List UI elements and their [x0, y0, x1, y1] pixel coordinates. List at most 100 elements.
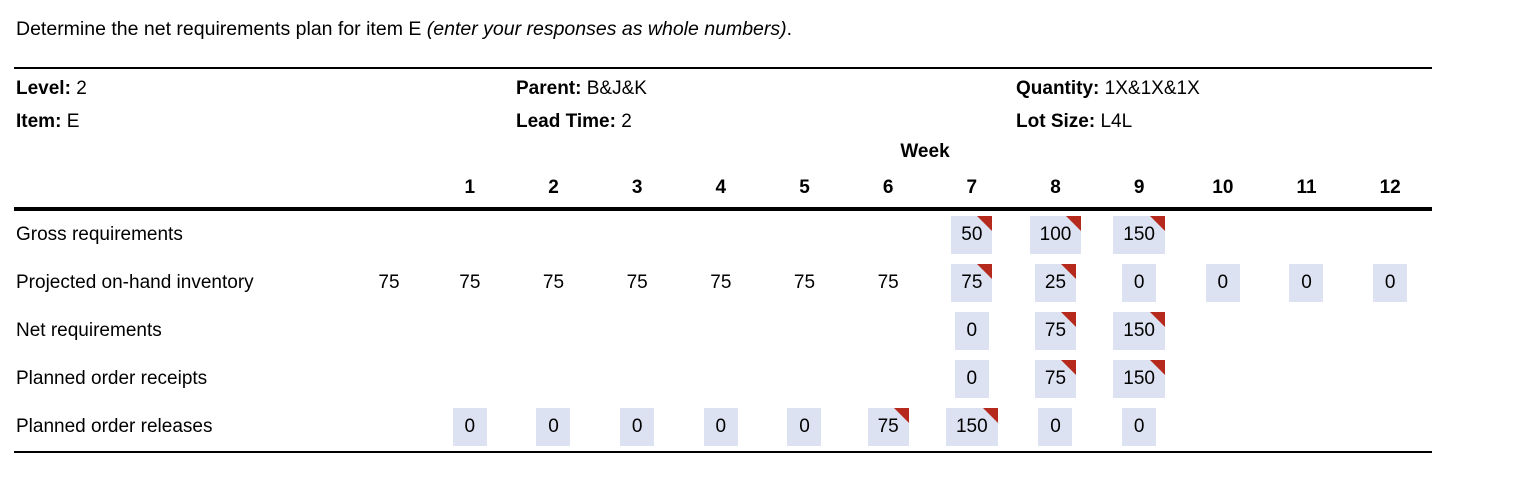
- item-info-header: Level: 2 Parent: B&J&K Quantity: 1X&1X&1…: [14, 69, 1446, 135]
- answer-cell-planned-order-releases-wk2[interactable]: 0: [536, 408, 571, 446]
- answer-cell-planned-order-releases-wk1[interactable]: 0: [452, 408, 487, 446]
- item-info: Item: E: [16, 111, 516, 133]
- col-projected-on-hand-inventory-wk10: 0: [1181, 264, 1265, 302]
- mrp-table-body: Gross requirements 50 100 150 Projected on-h…: [14, 211, 1432, 451]
- lead-time-info: Lead Time: 2: [516, 111, 1016, 133]
- col-projected-on-hand-inventory-wk2: 75: [512, 272, 596, 294]
- col-projected-on-hand-inventory-wk4: 75: [679, 272, 763, 294]
- red-corner-marker-icon: [1061, 312, 1077, 327]
- week-column-header-3: 3: [631, 177, 643, 198]
- row-label-net-requirements: Net requirements: [16, 320, 162, 341]
- row-label-planned-order-receipts: Planned order receipts: [16, 368, 208, 389]
- answer-cell-planned-order-releases-wk9[interactable]: 0: [1122, 408, 1157, 446]
- answer-cell-planned-order-releases-wk7[interactable]: 150: [945, 408, 998, 446]
- item-value: E: [66, 111, 80, 132]
- table-row-planned-order-releases: Planned order releases 0 0 0 0 0 75 150 0 0: [14, 403, 1432, 451]
- red-corner-marker-icon: [982, 408, 998, 423]
- answer-cell-net-requirements-wk7[interactable]: 0: [954, 312, 989, 350]
- week-column-header-9: 9: [1133, 177, 1145, 198]
- col-projected-on-hand-inventory-wk11: 0: [1265, 264, 1349, 302]
- level-info: Level: 2: [16, 78, 516, 100]
- static-value-projected-on-hand-inventory-wk1: 75: [459, 272, 481, 293]
- red-corner-marker-icon: [977, 264, 993, 279]
- problem-statement-instruction: (enter your responses as whole numbers): [426, 18, 787, 40]
- answer-cell-net-requirements-wk8[interactable]: 75: [1034, 312, 1077, 350]
- week-column-header-11: 11: [1296, 177, 1317, 198]
- col-planned-order-releases-wk1: 0: [428, 408, 512, 446]
- problem-statement-period: .: [786, 18, 793, 40]
- parent-label: Parent:: [516, 78, 582, 99]
- week-column-header-5: 5: [799, 177, 810, 198]
- col-planned-order-releases-wk6: 75: [846, 408, 930, 446]
- col-projected-on-hand-inventory-wk9: 0: [1097, 264, 1181, 302]
- parent-value: B&J&K: [586, 78, 647, 99]
- week-column-header-1: 1: [464, 177, 476, 198]
- week-column-header-7: 7: [966, 177, 978, 198]
- static-value-projected-on-hand-inventory-wk2: 75: [542, 272, 565, 293]
- col-net-requirements-wk9: 150: [1097, 312, 1181, 350]
- parent-info: Parent: B&J&K: [516, 78, 1016, 100]
- week-column-header-4: 4: [715, 177, 727, 198]
- answer-cell-planned-order-releases-wk3[interactable]: 0: [620, 408, 655, 446]
- item-label: Item:: [16, 111, 62, 132]
- red-corner-marker-icon: [1061, 264, 1077, 279]
- col-net-requirements-wk8: 75: [1014, 312, 1098, 350]
- red-corner-marker-icon: [1061, 360, 1077, 375]
- static-value-projected-on-hand-inventory-wk5: 75: [793, 272, 816, 293]
- answer-cell-planned-order-receipts-wk8[interactable]: 75: [1034, 360, 1077, 398]
- col-planned-order-releases-wk8: 0: [1014, 408, 1098, 446]
- answer-cell-projected-on-hand-inventory-wk7[interactable]: 75: [951, 264, 993, 302]
- col-gross-requirements-wk7: 50: [930, 216, 1014, 254]
- lead-time-label: Lead Time:: [516, 111, 616, 132]
- answer-cell-projected-on-hand-inventory-wk9[interactable]: 0: [1122, 264, 1157, 302]
- red-corner-marker-icon: [977, 216, 993, 231]
- col-projected-on-hand-inventory-wk6: 75: [846, 272, 930, 294]
- red-corner-marker-icon: [1150, 216, 1165, 231]
- answer-cell-planned-order-receipts-wk9[interactable]: 150: [1113, 360, 1165, 398]
- answer-cell-projected-on-hand-inventory-wk8[interactable]: 25: [1034, 264, 1077, 302]
- mrp-table: Week 1 2 3 4 5 6 7 8 9 10 11 12 Gross requirements 5…: [14, 135, 1432, 453]
- table-header-divider: [14, 207, 1432, 211]
- quantity-label: Quantity:: [1016, 78, 1100, 99]
- static-value-projected-on-hand-inventory-wk4: 75: [710, 272, 732, 293]
- quantity-value: 1X&1X&1X: [1104, 78, 1200, 99]
- top-divider: [14, 67, 1432, 69]
- answer-cell-gross-requirements-wk8[interactable]: 100: [1029, 216, 1082, 254]
- col-net-requirements-wk7: 0: [930, 312, 1014, 350]
- table-row-projected-on-hand-inventory: Projected on-hand inventory 75 75 75 75 75 75 7…: [14, 259, 1432, 307]
- answer-cell-net-requirements-wk9[interactable]: 150: [1113, 312, 1165, 350]
- answer-cell-planned-order-releases-wk5[interactable]: 0: [787, 408, 822, 446]
- table-row-gross-requirements: Gross requirements 50 100 150: [14, 211, 1432, 259]
- col-planned-order-releases-wk3: 0: [595, 408, 679, 446]
- col-projected-on-hand-inventory-wk3: 75: [595, 272, 679, 294]
- problem-statement-text: Determine the net requirements plan for …: [16, 18, 427, 40]
- table-row-net-requirements: Net requirements 0 75 150: [14, 307, 1432, 355]
- col-planned-order-receipts-wk8: 75: [1014, 360, 1098, 398]
- col-planned-order-releases-wk9: 0: [1097, 408, 1181, 446]
- static-value-projected-on-hand-inventory-wk3: 75: [626, 272, 648, 293]
- red-corner-marker-icon: [1150, 312, 1165, 327]
- level-value: 2: [76, 78, 87, 99]
- answer-cell-planned-order-receipts-wk7[interactable]: 0: [954, 360, 989, 398]
- quantity-info: Quantity: 1X&1X&1X: [1016, 78, 1434, 100]
- answer-cell-gross-requirements-wk9[interactable]: 150: [1113, 216, 1165, 254]
- week-column-header-6: 6: [882, 177, 894, 198]
- week-column-header-10: 10: [1212, 177, 1234, 198]
- answer-cell-planned-order-releases-wk4[interactable]: 0: [703, 408, 738, 446]
- row-label-planned-order-releases: Planned order releases: [16, 416, 213, 437]
- row-label-projected-on-hand-inventory: Projected on-hand inventory: [16, 272, 254, 293]
- col-planned-order-receipts-wk7: 0: [930, 360, 1014, 398]
- lot-size-value: L4L: [1100, 111, 1133, 132]
- mrp-problem-page: Determine the net requirements plan for …: [14, 18, 1446, 453]
- answer-cell-projected-on-hand-inventory-wk11[interactable]: 0: [1289, 264, 1324, 302]
- initial-value-projected-on-hand-inventory: 75: [350, 272, 428, 294]
- week-column-header-12: 12: [1379, 177, 1401, 198]
- answer-cell-planned-order-releases-wk8[interactable]: 0: [1038, 408, 1073, 446]
- answer-cell-gross-requirements-wk7[interactable]: 50: [951, 216, 993, 254]
- week-header-row: Week: [14, 135, 1432, 169]
- answer-cell-projected-on-hand-inventory-wk10[interactable]: 0: [1205, 264, 1240, 302]
- red-corner-marker-icon: [1066, 216, 1082, 231]
- answer-cell-projected-on-hand-inventory-wk12[interactable]: 0: [1373, 264, 1408, 302]
- answer-cell-planned-order-releases-wk6[interactable]: 75: [867, 408, 909, 446]
- week-column-header-8: 8: [1050, 177, 1061, 198]
